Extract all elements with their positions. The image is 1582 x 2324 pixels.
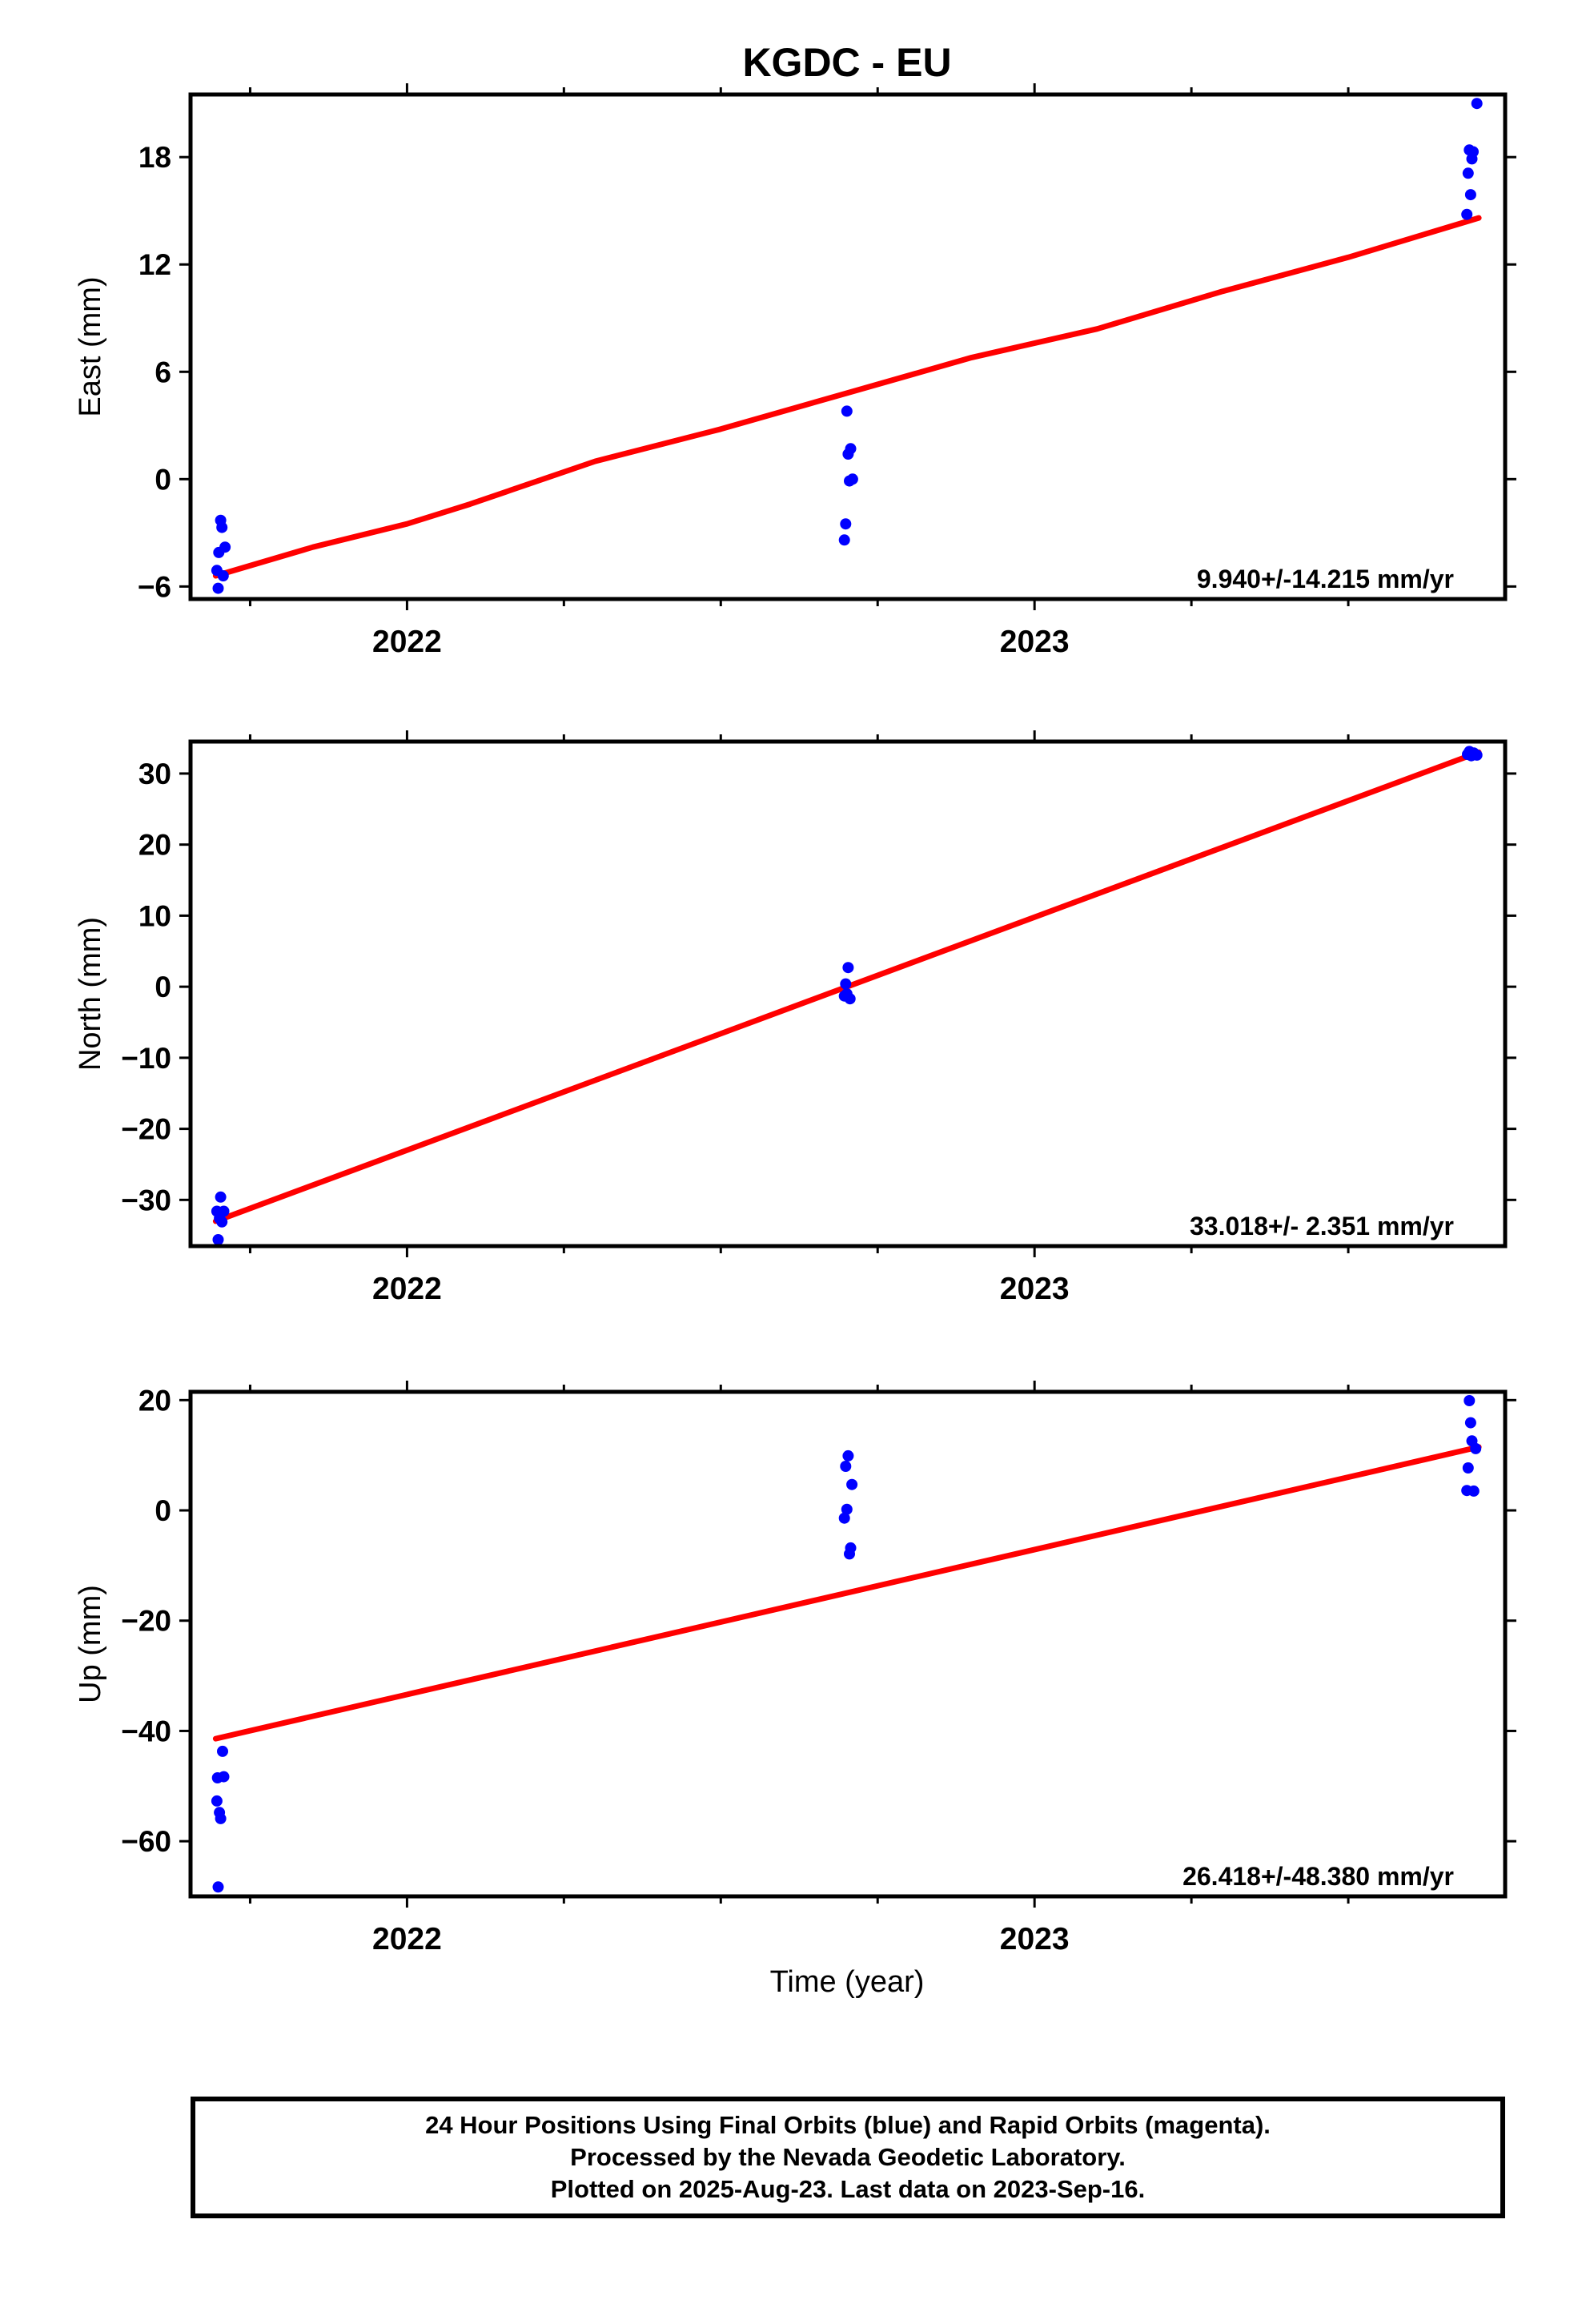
- up-xtick-label-1: 2023: [1000, 1922, 1070, 1956]
- up-ytick-label-3: 0: [155, 1494, 171, 1527]
- up-data-point-10: [842, 1449, 854, 1462]
- east-y-axis-label: East (mm): [74, 276, 107, 416]
- footer-line-2: Processed by the Nevada Geodetic Laborat…: [570, 2143, 1126, 2171]
- north-data-point-10: [844, 993, 856, 1005]
- east-ytick-label-1: 0: [155, 463, 171, 496]
- north-data-point-15: [1471, 749, 1483, 761]
- up-data-point-17: [1464, 1417, 1476, 1429]
- north-ytick-label-3: 0: [155, 971, 171, 1003]
- up-panel: −60 −40 −20 0 20 2022 2023 Up (mm) 26.418+/-48.3…: [74, 1381, 1516, 1956]
- north-data-point-1: [212, 1234, 224, 1245]
- east-data-point-20: [1471, 98, 1483, 110]
- up-y-axis-label: Up (mm): [74, 1585, 107, 1703]
- chart-title: KGDC - EU: [742, 40, 951, 85]
- north-data-point-3: [215, 1191, 227, 1203]
- east-data-point-14: [1461, 208, 1473, 220]
- east-rate-label: 9.940+/-14.215 mm/yr: [1197, 565, 1454, 593]
- up-data-point-16: [1464, 1395, 1476, 1406]
- north-plot-frame: [188, 739, 1508, 1248]
- east-data-point-5: [217, 570, 229, 581]
- up-data-point-0: [211, 1795, 223, 1807]
- east-trend-line: [212, 215, 1482, 579]
- up-ytick-label-1: −40: [121, 1715, 171, 1747]
- footer-line-1: 24 Hour Positions Using Final Orbits (bl…: [425, 2111, 1271, 2139]
- east-xtick-label-1: 2023: [1000, 625, 1070, 659]
- east-ytick-label-4: 18: [139, 141, 171, 174]
- east-data-point-13: [846, 473, 858, 485]
- up-trend-line: [212, 1444, 1482, 1742]
- up-data-point-2: [212, 1881, 224, 1893]
- east-data-point-17: [1464, 189, 1476, 201]
- x-axis-label: Time (year): [770, 1965, 925, 1999]
- north-panel: −30 −20 −10 0 10 20 30 2022 2023 North (mm) 33.018…: [74, 730, 1516, 1306]
- east-plot-frame: [188, 92, 1508, 601]
- up-data-point-9: [841, 1503, 853, 1515]
- east-data-point-1: [212, 582, 224, 594]
- north-ytick-label-1: −20: [121, 1113, 171, 1146]
- up-ytick-label-2: −20: [121, 1605, 171, 1638]
- east-data-point-9: [841, 405, 853, 417]
- up-plot-frame: [188, 1389, 1508, 1899]
- north-y-axis-label: North (mm): [74, 917, 107, 1071]
- up-data-point-19: [1468, 1485, 1480, 1497]
- east-ytick-label-0: −6: [138, 570, 171, 603]
- north-ytick-label-6: 30: [139, 758, 171, 790]
- east-data-point-12: [845, 443, 857, 455]
- up-xtick-label-0: 2022: [372, 1922, 442, 1956]
- east-data-point-15: [1462, 167, 1474, 179]
- east-data-point-8: [840, 518, 852, 530]
- up-data-point-13: [846, 1478, 858, 1490]
- up-ytick-label-4: 20: [139, 1384, 171, 1417]
- east-data-point-7: [838, 534, 850, 546]
- up-data-point-4: [215, 1812, 227, 1824]
- up-data-point-6: [218, 1771, 230, 1783]
- up-data-point-12: [845, 1542, 857, 1554]
- east-ytick-label-2: 6: [155, 356, 171, 388]
- east-xtick-label-0: 2022: [372, 625, 442, 659]
- north-data-point-9: [842, 962, 854, 974]
- up-data-point-8: [840, 1461, 852, 1472]
- north-xtick-label-0: 2022: [372, 1272, 442, 1306]
- footer-note-box: 24 Hour Positions Using Final Orbits (bl…: [191, 2097, 1505, 2218]
- north-ytick-label-4: 10: [139, 899, 171, 932]
- footer-line-3: Plotted on 2025-Aug-23. Last data on 202…: [550, 2175, 1146, 2203]
- up-data-point-7: [838, 1512, 850, 1524]
- north-data-point-4: [216, 1216, 228, 1228]
- north-rate-label: 33.018+/- 2.351 mm/yr: [1190, 1212, 1454, 1240]
- up-rate-label: 26.418+/-48.380 mm/yr: [1182, 1862, 1454, 1891]
- north-data-point-7: [840, 978, 852, 990]
- east-panel: −6 0 6 12 18 2022 2023 East (mm) 9.940+/-14.215 …: [74, 83, 1516, 659]
- north-ytick-label-5: 20: [139, 829, 171, 862]
- east-data-point-4: [216, 521, 228, 533]
- up-ytick-label-0: −60: [121, 1825, 171, 1858]
- north-ytick-label-2: −10: [121, 1042, 171, 1075]
- up-data-point-15: [1462, 1462, 1474, 1474]
- north-ytick-label-0: −30: [121, 1184, 171, 1216]
- north-xtick-label-1: 2023: [1000, 1272, 1070, 1306]
- east-data-point-6: [219, 541, 231, 553]
- north-data-point-5: [218, 1205, 230, 1217]
- east-ytick-label-3: 12: [139, 248, 171, 281]
- up-data-point-5: [217, 1745, 228, 1757]
- east-data-point-19: [1468, 146, 1479, 158]
- up-data-point-20: [1470, 1442, 1482, 1454]
